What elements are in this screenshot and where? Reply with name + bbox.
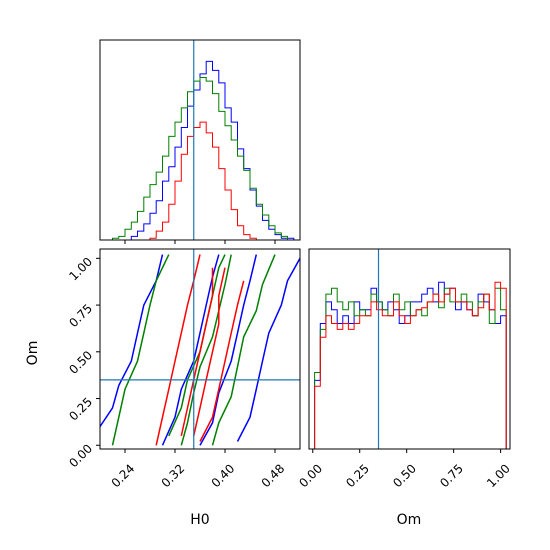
x-axis-label-h0: H0 bbox=[190, 512, 209, 528]
contour-series-3-level-2 bbox=[180, 267, 214, 437]
om-y-tick-label-4: 0.75 bbox=[66, 301, 95, 330]
om-x-tick-label-3: 0.50 bbox=[390, 461, 419, 490]
contour-series-1-level-1 bbox=[100, 254, 164, 428]
om-y-tick-label-2: 0.25 bbox=[66, 395, 95, 424]
y-axis-label-om: Om bbox=[25, 341, 41, 366]
contour-series-3-level-4 bbox=[199, 280, 245, 442]
om-y-tick-label-5: 1.00 bbox=[66, 255, 95, 284]
contour-series-1-level-4 bbox=[236, 257, 300, 442]
om-hist-frame bbox=[308, 248, 511, 450]
h0-hist-series-3 bbox=[100, 121, 300, 241]
om-x-tick-label-4: 0.75 bbox=[437, 461, 466, 490]
h0-x-tick-label-3: 0.40 bbox=[209, 461, 238, 490]
panel-om-histogram: 0.00 0.25 0.50 0.75 1.00 bbox=[296, 248, 513, 490]
h0-hist-series-2 bbox=[100, 77, 300, 241]
om-y-tick-label-3: 0.50 bbox=[66, 348, 95, 377]
om-y-tick-label-1: 0.00 bbox=[66, 441, 95, 470]
contour-series-2-level-2 bbox=[180, 254, 232, 446]
om-hist-lines bbox=[309, 281, 510, 449]
contour-series-3-level-3 bbox=[192, 267, 226, 437]
panel-h0-om-contour: 0.24 0.32 0.40 0.48 0.00 0.25 0.50 0.75 1.00 bbox=[66, 248, 301, 490]
h0-x-tick-label-4: 0.48 bbox=[259, 461, 288, 490]
om-x-tick-label-5: 1.00 bbox=[484, 461, 513, 490]
contour-series-1-level-2 bbox=[161, 254, 220, 446]
contour-series-2-level-3 bbox=[211, 254, 276, 446]
contour-series-1-level-3 bbox=[199, 254, 258, 446]
om-x-tick-label-2: 0.25 bbox=[343, 461, 372, 490]
contour-frame bbox=[99, 248, 301, 450]
h0-hist-series-1 bbox=[100, 60, 300, 241]
h0-x-tick-label-2: 0.32 bbox=[159, 461, 188, 490]
x-axis-label-om: Om bbox=[397, 512, 422, 528]
contour-series-2-level-1 bbox=[111, 254, 170, 446]
om-x-tick-label-1: 0.00 bbox=[296, 461, 325, 490]
h0-x-tick-label-1: 0.24 bbox=[109, 461, 138, 490]
om-hist-series-3 bbox=[309, 281, 510, 449]
contour-lines bbox=[100, 254, 300, 446]
contour-series-3-level-1 bbox=[155, 254, 201, 446]
om-hist-series-2 bbox=[309, 287, 510, 449]
h0-hist-frame bbox=[99, 39, 301, 241]
panel-h0-histogram bbox=[99, 39, 301, 244]
